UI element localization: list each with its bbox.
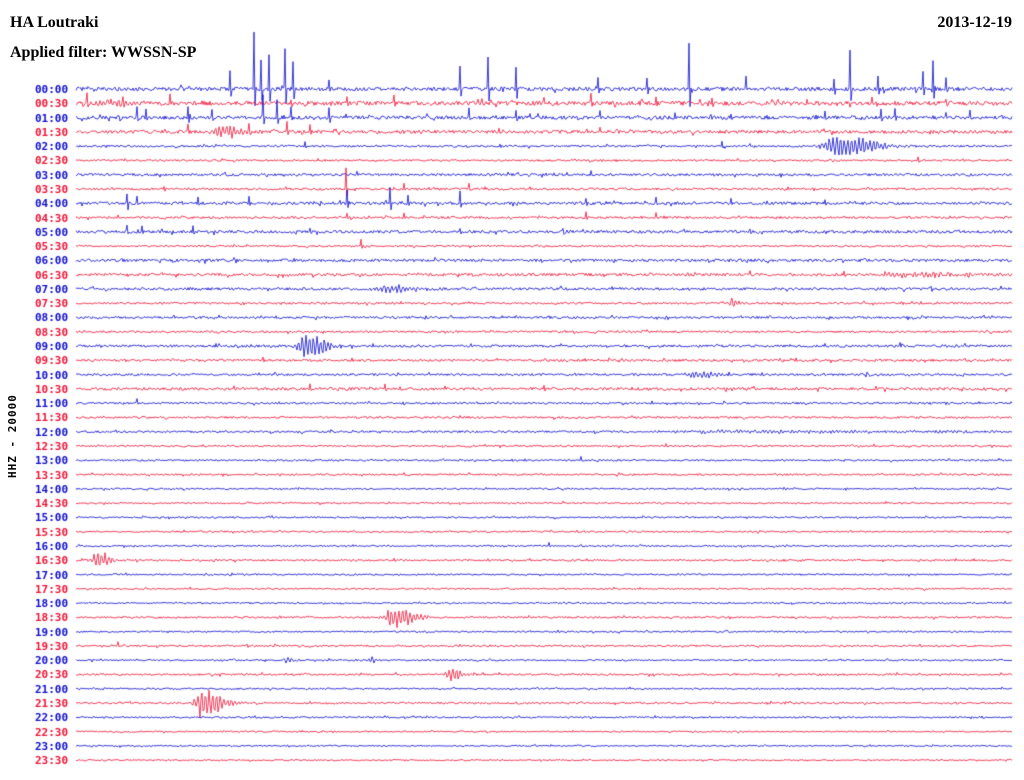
applied-filter-label: Applied filter: WWSSN-SP	[10, 44, 197, 61]
channel-scale-label: HHZ - 20000	[6, 394, 19, 478]
station-title: HA Loutraki	[10, 14, 99, 31]
date-label: 2013-12-19	[937, 14, 1012, 31]
